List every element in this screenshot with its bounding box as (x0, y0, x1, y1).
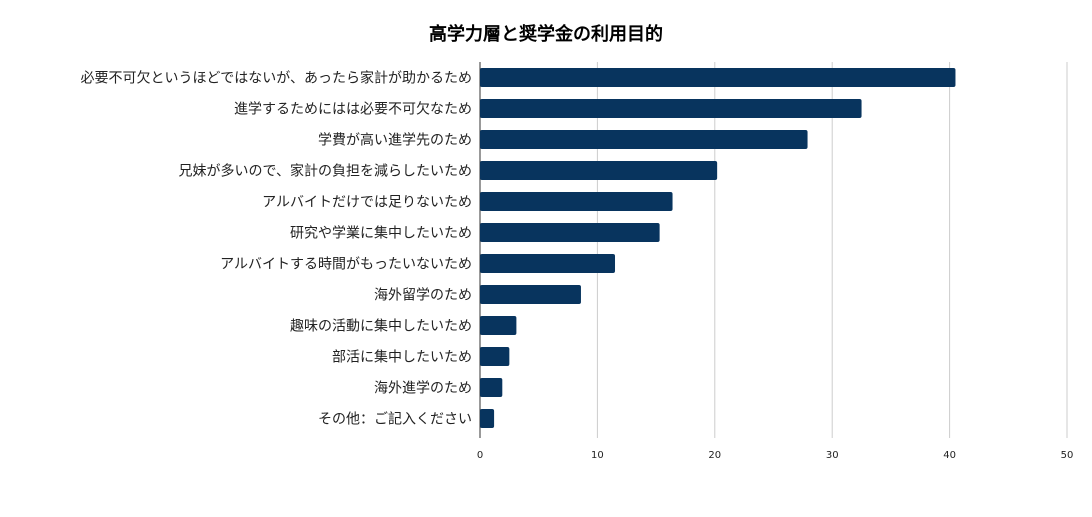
bar (480, 316, 517, 335)
bar (480, 223, 660, 242)
bar (480, 161, 718, 180)
category-label: 趣味の活動に集中したいため (290, 318, 472, 335)
bar (480, 99, 862, 118)
category-label: 海外留学のため (374, 288, 472, 304)
bar (480, 347, 510, 366)
category-label: 兄妹が多いので、家計の負担を減らしたいため (179, 163, 472, 180)
bar (480, 254, 616, 273)
x-tick-label: 20 (708, 450, 721, 461)
category-labels: 必要不可欠というほどではないが、あったら家計が助かるため進学するためにはは必要不… (81, 70, 472, 428)
bars (480, 68, 956, 428)
x-tick-label: 0 (477, 450, 483, 461)
gridlines (479, 62, 1068, 438)
chart-title: 高学力層と奨学金の利用目的 (429, 24, 663, 45)
x-tick-label: 50 (1061, 450, 1074, 461)
bar (480, 68, 956, 87)
category-label: 海外進学のため (374, 381, 472, 397)
x-tick-label: 40 (943, 450, 956, 461)
bar (480, 285, 581, 304)
category-label: 部活に集中したいため (332, 349, 472, 366)
category-label: 必要不可欠というほどではないが、あったら家計が助かるため (81, 70, 472, 87)
category-label: 進学するためにはは必要不可欠なため (234, 102, 472, 118)
bar (480, 378, 503, 397)
bar (480, 130, 808, 149)
bar (480, 409, 495, 428)
x-axis-ticks: 0 10 20 30 40 50 (477, 450, 1074, 461)
category-label: アルバイトする時間がもったいないため (220, 257, 472, 273)
category-label: 学費が高い進学先のため (318, 132, 472, 149)
category-label: その他：ご記入ください (318, 411, 472, 428)
x-tick-label: 10 (591, 450, 604, 461)
category-label: 研究や学業に集中したいため (290, 225, 472, 242)
category-label: アルバイトだけでは足りないため (262, 195, 472, 211)
bar (480, 192, 673, 211)
x-tick-label: 30 (826, 450, 839, 461)
